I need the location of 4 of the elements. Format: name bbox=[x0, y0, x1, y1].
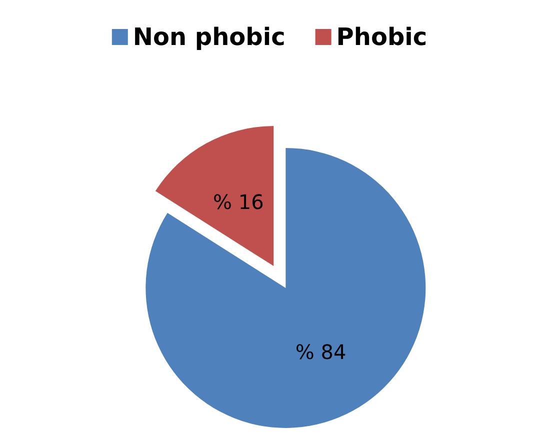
data-label: % 16 bbox=[213, 190, 264, 214]
legend-label: Phobic bbox=[336, 23, 428, 51]
legend-label: Non phobic bbox=[132, 23, 286, 51]
data-label: % 84 bbox=[295, 340, 346, 364]
